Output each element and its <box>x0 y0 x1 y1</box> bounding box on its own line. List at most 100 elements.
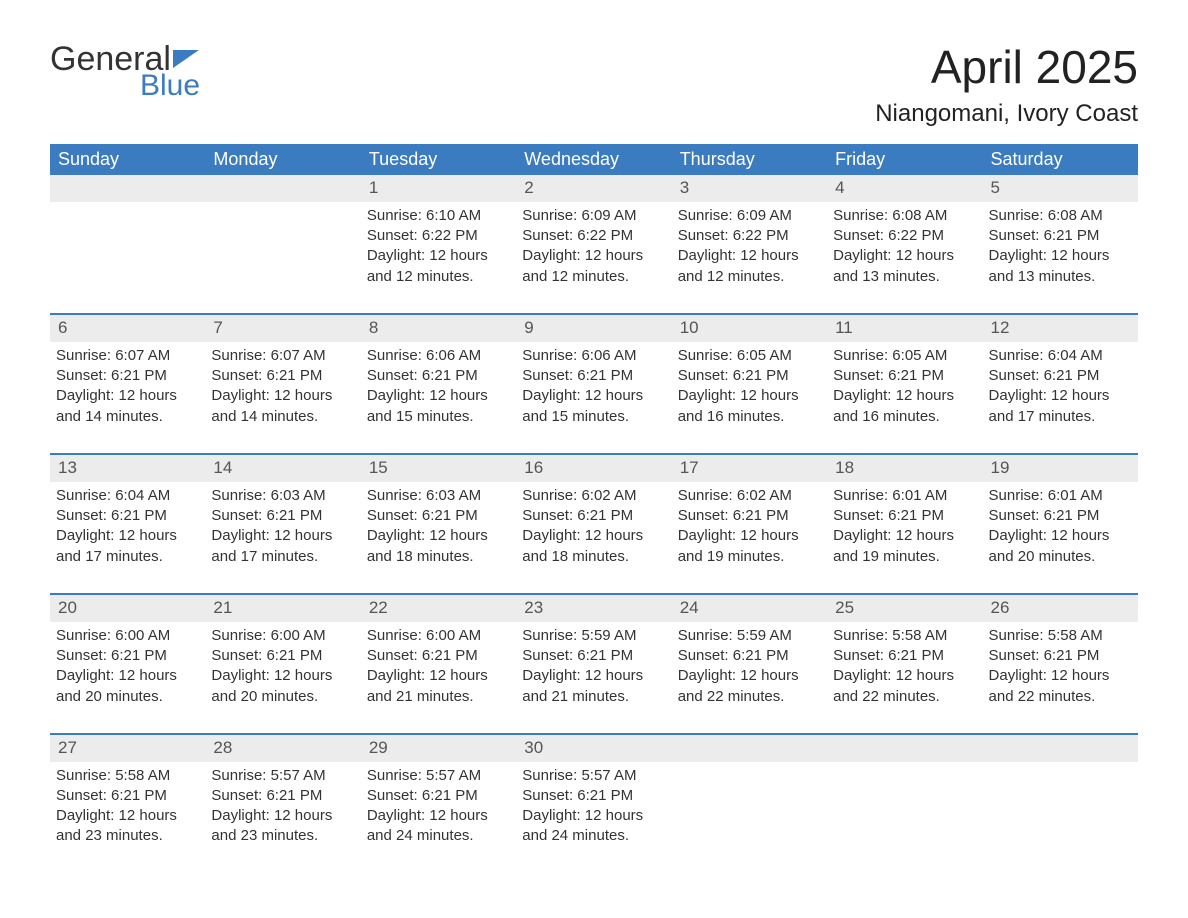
day-sunset: Sunset: 6:21 PM <box>211 506 354 526</box>
day-daylight1: Daylight: 12 hours <box>522 246 665 266</box>
week-daynum-row: 20212223242526 <box>50 594 1138 622</box>
day-daylight1: Daylight: 12 hours <box>522 386 665 406</box>
day-sunrise: Sunrise: 6:00 AM <box>367 626 510 646</box>
day-cell: Sunrise: 6:03 AMSunset: 6:21 PMDaylight:… <box>205 482 360 594</box>
day-sunrise: Sunrise: 6:01 AM <box>989 486 1132 506</box>
week-daynum-row: 27282930 <box>50 734 1138 762</box>
day-daylight2: and 16 minutes. <box>678 407 821 427</box>
day-sunrise: Sunrise: 6:05 AM <box>678 346 821 366</box>
day-sunrise: Sunrise: 6:05 AM <box>833 346 976 366</box>
day-number: 11 <box>827 314 982 342</box>
day-daylight1: Daylight: 12 hours <box>211 526 354 546</box>
day-number: 3 <box>672 175 827 202</box>
day-number: 9 <box>516 314 671 342</box>
day-daylight1: Daylight: 12 hours <box>367 666 510 686</box>
day-number: 19 <box>983 454 1138 482</box>
day-daylight1: Daylight: 12 hours <box>833 526 976 546</box>
day-cell: Sunrise: 6:01 AMSunset: 6:21 PMDaylight:… <box>827 482 982 594</box>
day-daylight1: Daylight: 12 hours <box>211 806 354 826</box>
day-sunset: Sunset: 6:21 PM <box>56 506 199 526</box>
day-sunset: Sunset: 6:21 PM <box>678 646 821 666</box>
day-daylight2: and 13 minutes. <box>989 267 1132 287</box>
day-cell: Sunrise: 5:57 AMSunset: 6:21 PMDaylight:… <box>361 762 516 873</box>
day-sunrise: Sunrise: 6:09 AM <box>522 206 665 226</box>
day-cell: Sunrise: 5:57 AMSunset: 6:21 PMDaylight:… <box>516 762 671 873</box>
col-friday: Friday <box>827 144 982 175</box>
day-cell: Sunrise: 6:09 AMSunset: 6:22 PMDaylight:… <box>516 202 671 314</box>
day-daylight1: Daylight: 12 hours <box>56 666 199 686</box>
day-daylight2: and 23 minutes. <box>56 826 199 846</box>
day-sunrise: Sunrise: 6:01 AM <box>833 486 976 506</box>
day-sunset: Sunset: 6:21 PM <box>989 506 1132 526</box>
day-cell: Sunrise: 6:07 AMSunset: 6:21 PMDaylight:… <box>50 342 205 454</box>
day-daylight1: Daylight: 12 hours <box>56 526 199 546</box>
col-thursday: Thursday <box>672 144 827 175</box>
day-daylight1: Daylight: 12 hours <box>989 246 1132 266</box>
day-number: 1 <box>361 175 516 202</box>
day-sunrise: Sunrise: 6:08 AM <box>833 206 976 226</box>
day-sunrise: Sunrise: 6:08 AM <box>989 206 1132 226</box>
day-daylight2: and 12 minutes. <box>367 267 510 287</box>
day-sunset: Sunset: 6:21 PM <box>211 646 354 666</box>
week-daynum-row: 12345 <box>50 175 1138 202</box>
day-daylight2: and 18 minutes. <box>367 547 510 567</box>
day-cell: Sunrise: 6:08 AMSunset: 6:21 PMDaylight:… <box>983 202 1138 314</box>
day-sunrise: Sunrise: 6:10 AM <box>367 206 510 226</box>
day-number: 25 <box>827 594 982 622</box>
week-daynum-row: 6789101112 <box>50 314 1138 342</box>
day-cell: Sunrise: 6:06 AMSunset: 6:21 PMDaylight:… <box>361 342 516 454</box>
day-daylight1: Daylight: 12 hours <box>989 386 1132 406</box>
day-sunrise: Sunrise: 6:00 AM <box>56 626 199 646</box>
day-sunset: Sunset: 6:21 PM <box>989 366 1132 386</box>
day-sunrise: Sunrise: 6:03 AM <box>367 486 510 506</box>
day-cell: Sunrise: 6:01 AMSunset: 6:21 PMDaylight:… <box>983 482 1138 594</box>
day-number: 22 <box>361 594 516 622</box>
day-daylight1: Daylight: 12 hours <box>367 386 510 406</box>
day-daylight1: Daylight: 12 hours <box>522 666 665 686</box>
day-sunset: Sunset: 6:21 PM <box>522 786 665 806</box>
day-daylight2: and 20 minutes. <box>56 687 199 707</box>
day-number: 7 <box>205 314 360 342</box>
day-sunrise: Sunrise: 5:58 AM <box>833 626 976 646</box>
day-daylight1: Daylight: 12 hours <box>522 806 665 826</box>
day-cell <box>50 202 205 314</box>
day-sunrise: Sunrise: 6:00 AM <box>211 626 354 646</box>
day-daylight2: and 12 minutes. <box>678 267 821 287</box>
day-sunset: Sunset: 6:21 PM <box>522 366 665 386</box>
day-number: 29 <box>361 734 516 762</box>
day-daylight1: Daylight: 12 hours <box>56 386 199 406</box>
day-number <box>205 175 360 202</box>
day-daylight2: and 12 minutes. <box>522 267 665 287</box>
week-content-row: Sunrise: 6:07 AMSunset: 6:21 PMDaylight:… <box>50 342 1138 454</box>
day-sunrise: Sunrise: 6:06 AM <box>522 346 665 366</box>
day-number: 15 <box>361 454 516 482</box>
day-daylight2: and 21 minutes. <box>367 687 510 707</box>
day-sunset: Sunset: 6:21 PM <box>367 506 510 526</box>
day-sunset: Sunset: 6:21 PM <box>367 366 510 386</box>
day-cell: Sunrise: 6:05 AMSunset: 6:21 PMDaylight:… <box>672 342 827 454</box>
day-daylight1: Daylight: 12 hours <box>833 246 976 266</box>
day-cell: Sunrise: 6:09 AMSunset: 6:22 PMDaylight:… <box>672 202 827 314</box>
day-cell: Sunrise: 6:04 AMSunset: 6:21 PMDaylight:… <box>983 342 1138 454</box>
day-cell <box>672 762 827 873</box>
day-sunset: Sunset: 6:22 PM <box>367 226 510 246</box>
day-sunset: Sunset: 6:22 PM <box>833 226 976 246</box>
day-sunset: Sunset: 6:21 PM <box>56 646 199 666</box>
day-cell <box>827 762 982 873</box>
day-cell: Sunrise: 5:58 AMSunset: 6:21 PMDaylight:… <box>827 622 982 734</box>
day-sunset: Sunset: 6:21 PM <box>833 646 976 666</box>
week-content-row: Sunrise: 5:58 AMSunset: 6:21 PMDaylight:… <box>50 762 1138 873</box>
day-daylight2: and 20 minutes. <box>989 547 1132 567</box>
day-daylight1: Daylight: 12 hours <box>678 526 821 546</box>
logo: General Blue <box>50 40 200 103</box>
day-cell: Sunrise: 5:59 AMSunset: 6:21 PMDaylight:… <box>516 622 671 734</box>
day-sunset: Sunset: 6:21 PM <box>989 646 1132 666</box>
day-daylight2: and 14 minutes. <box>56 407 199 427</box>
day-number: 18 <box>827 454 982 482</box>
day-number: 30 <box>516 734 671 762</box>
col-monday: Monday <box>205 144 360 175</box>
day-number: 26 <box>983 594 1138 622</box>
day-sunrise: Sunrise: 6:06 AM <box>367 346 510 366</box>
day-daylight1: Daylight: 12 hours <box>56 806 199 826</box>
day-sunrise: Sunrise: 6:03 AM <box>211 486 354 506</box>
